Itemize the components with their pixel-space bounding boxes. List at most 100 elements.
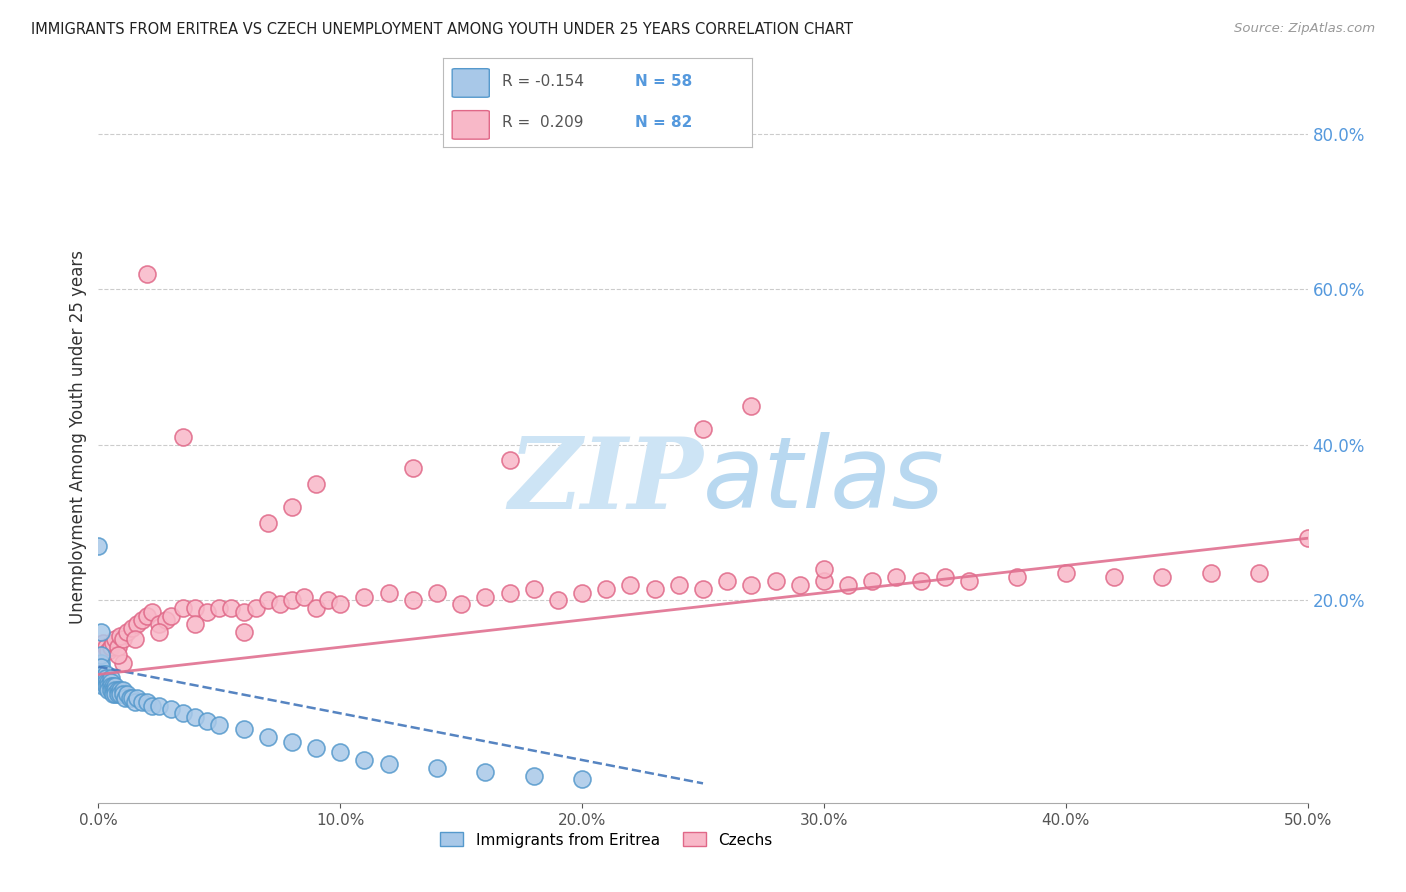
Point: [90, 624, 112, 639]
Point: [740, 578, 762, 592]
Point: [184, 601, 207, 615]
Point: [160, 609, 183, 624]
Point: [101, 636, 124, 650]
Point: [107, 648, 129, 662]
Point: [100, 679, 122, 693]
Point: [90, 659, 112, 673]
Point: [124, 632, 146, 647]
Point: [305, 601, 328, 615]
Point: [131, 695, 153, 709]
Point: [94, 667, 117, 681]
Point: [208, 718, 231, 732]
Point: [94, 675, 117, 690]
Point: [1249, 566, 1271, 581]
Point: [281, 735, 304, 749]
Point: [256, 593, 278, 607]
Point: [91, 675, 114, 690]
Point: [111, 687, 134, 701]
Point: [547, 593, 569, 607]
Point: [101, 683, 124, 698]
Point: [269, 598, 291, 612]
Point: [121, 621, 143, 635]
Point: [813, 574, 835, 588]
Point: [97, 675, 120, 690]
Point: [121, 690, 143, 705]
Point: [90, 656, 112, 670]
Point: [97, 644, 120, 658]
Point: [124, 695, 146, 709]
Point: [148, 698, 170, 713]
Legend: Immigrants from Eritrea, Czechs: Immigrants from Eritrea, Czechs: [434, 826, 778, 854]
Point: [87, 539, 110, 553]
Point: [1152, 570, 1174, 584]
Point: [148, 616, 170, 631]
Text: N = 58: N = 58: [634, 74, 692, 89]
Point: [97, 683, 120, 698]
Point: [100, 675, 122, 690]
Point: [160, 702, 183, 716]
Point: [329, 598, 352, 612]
Text: R = -0.154: R = -0.154: [502, 74, 583, 89]
Point: [232, 624, 254, 639]
Point: [108, 687, 131, 701]
Point: [1054, 566, 1077, 581]
Point: [104, 683, 127, 698]
Point: [619, 578, 641, 592]
Text: R =  0.209: R = 0.209: [502, 115, 583, 130]
Point: [402, 593, 425, 607]
Point: [523, 768, 546, 782]
Point: [118, 690, 141, 705]
Point: [91, 667, 114, 681]
Point: [90, 648, 112, 662]
Point: [184, 616, 207, 631]
Point: [91, 636, 114, 650]
Point: [716, 574, 738, 588]
Point: [281, 500, 304, 515]
Point: [692, 582, 714, 596]
Point: [172, 430, 194, 444]
Point: [523, 582, 546, 596]
Point: [245, 601, 267, 615]
Text: atlas: atlas: [703, 433, 945, 530]
Point: [90, 648, 112, 662]
Point: [789, 578, 811, 592]
Point: [353, 590, 375, 604]
Point: [184, 710, 207, 724]
Point: [135, 267, 157, 281]
Point: [141, 605, 163, 619]
Point: [101, 679, 124, 693]
Point: [886, 570, 908, 584]
FancyBboxPatch shape: [453, 69, 489, 97]
Point: [256, 516, 278, 530]
Point: [450, 598, 472, 612]
Text: ZIP: ZIP: [508, 433, 703, 529]
Point: [837, 578, 859, 592]
Point: [91, 671, 114, 685]
Point: [100, 640, 122, 655]
Point: [498, 585, 520, 599]
Point: [155, 613, 177, 627]
Point: [97, 679, 120, 693]
Point: [910, 574, 932, 588]
Point: [377, 756, 399, 771]
Point: [1199, 566, 1222, 581]
Point: [402, 461, 425, 475]
Point: [426, 761, 449, 775]
Point: [94, 671, 117, 685]
Point: [100, 683, 122, 698]
Point: [94, 679, 117, 693]
Point: [107, 640, 129, 655]
Point: [148, 624, 170, 639]
Point: [91, 679, 114, 693]
Point: [135, 695, 157, 709]
Point: [281, 593, 304, 607]
Point: [208, 601, 231, 615]
Point: [232, 605, 254, 619]
Point: [957, 574, 980, 588]
Point: [111, 683, 134, 698]
Point: [813, 562, 835, 576]
Point: [571, 585, 593, 599]
Point: [141, 698, 163, 713]
Point: [765, 574, 787, 588]
Point: [668, 578, 690, 592]
